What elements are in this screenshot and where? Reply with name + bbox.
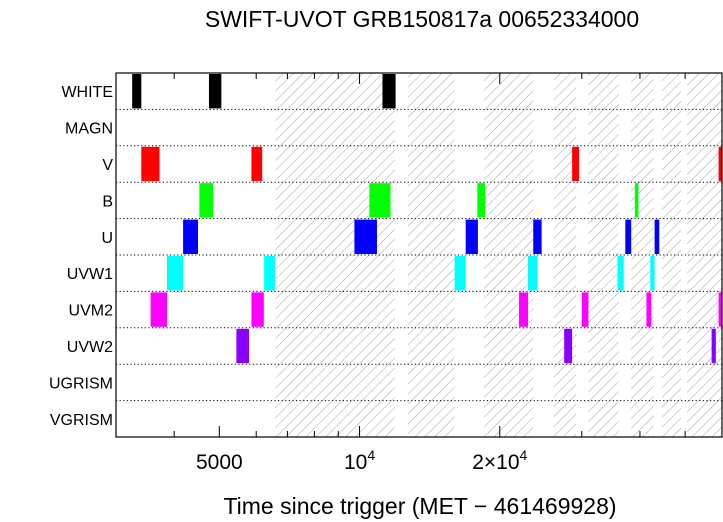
x-tick-label-1: 104	[344, 447, 375, 474]
exposure-bar-white-2	[382, 74, 396, 109]
exposure-bar-uvw1-1	[264, 256, 275, 291]
exposure-bar-uvm2-2	[519, 292, 529, 327]
exposure-bar-uvm2-1	[251, 292, 264, 327]
exposure-bar-uvw2-0	[236, 328, 250, 364]
row-label-magn: MAGN	[65, 121, 113, 138]
row-label-white: WHITE	[61, 84, 113, 101]
row-label-vgrism: VGRISM	[50, 412, 113, 429]
exposure-bar-u-1	[354, 219, 377, 254]
exposure-bar-uvw1-2	[454, 256, 466, 291]
exposure-bar-v-3	[718, 146, 722, 182]
exposure-bar-b-3	[634, 183, 639, 218]
exposure-bar-uvw2-1	[564, 328, 573, 364]
row-label-uvw2: UVW2	[67, 339, 113, 356]
exposure-bar-b-1	[369, 183, 391, 218]
exposure-bar-u-4	[625, 219, 632, 254]
row-label-ugrism: UGRISM	[49, 375, 113, 392]
exposure-bar-v-2	[572, 146, 580, 182]
exposure-bar-u-3	[533, 219, 542, 254]
exposure-bar-uvw1-4	[617, 256, 624, 291]
exposure-bar-v-1	[251, 146, 263, 182]
exposure-bar-uvw2-2	[711, 328, 716, 364]
exposure-bar-uvw1-5	[650, 256, 655, 291]
exposure-bar-u-5	[654, 219, 660, 254]
row-label-uvw1: UVW1	[67, 266, 113, 283]
x-tick-label-0: 5000	[196, 451, 243, 474]
exposure-bar-uvm2-0	[150, 292, 167, 327]
shaded-interval-4	[588, 73, 619, 437]
exposure-bar-uvw1-3	[528, 256, 538, 291]
exposure-bar-uvw1-0	[166, 256, 184, 291]
exposure-bar-uvm2-3	[581, 292, 589, 327]
exposure-bar-uvm2-4	[646, 292, 652, 327]
exposure-bar-b-2	[477, 183, 486, 218]
row-label-uvm2: UVM2	[69, 303, 114, 320]
chart-title: SWIFT-UVOT GRB150817a 00652334000	[205, 6, 639, 32]
exposure-bar-u-2	[465, 219, 478, 254]
exposure-bar-b-0	[199, 183, 214, 218]
exposure-bar-white-0	[132, 74, 142, 109]
plot-frame	[115, 72, 723, 438]
exposure-bar-uvm2-5	[718, 292, 722, 327]
shaded-interval-0	[275, 73, 395, 437]
row-label-u: U	[101, 230, 113, 247]
shaded-interval-3	[553, 73, 577, 437]
exposure-bar-v-0	[141, 146, 160, 182]
exposure-bar-u-0	[183, 219, 199, 254]
row-label-v: V	[102, 157, 113, 174]
exposure-bar-white-1	[208, 74, 222, 109]
row-label-b: B	[102, 193, 113, 210]
x-tick-label-2: 2×104	[472, 447, 527, 474]
x-axis-label: Time since trigger (MET − 461469928)	[223, 493, 616, 519]
